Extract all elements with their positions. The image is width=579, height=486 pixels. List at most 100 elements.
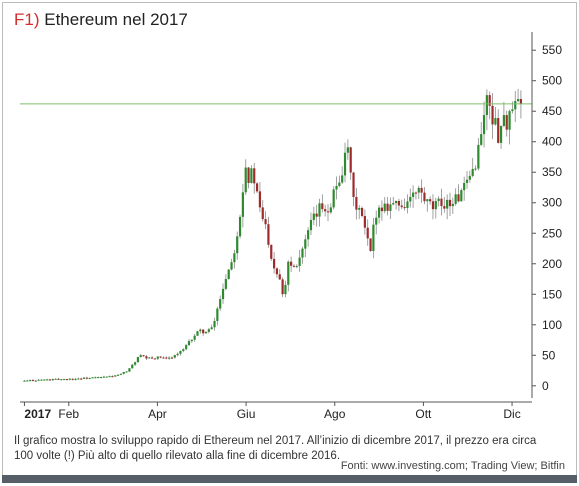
candle-body [491, 105, 494, 125]
candle-body [267, 224, 270, 245]
x-tick-label: Feb [58, 407, 79, 421]
candle-body [48, 379, 52, 381]
candle-body [377, 207, 381, 218]
candle-body [156, 356, 159, 359]
candle-body [43, 379, 46, 381]
candle-body [57, 378, 60, 380]
candle-body [122, 372, 125, 374]
candle-body [519, 98, 523, 104]
candle-body [420, 187, 423, 193]
candle-body [264, 219, 267, 225]
candle-body [315, 213, 318, 217]
candle-body [409, 196, 412, 202]
candle-body [165, 357, 168, 359]
candle-body [26, 380, 29, 382]
candle-body [423, 192, 426, 202]
candle-body [255, 183, 259, 192]
candle-body [514, 101, 517, 110]
candle-body [46, 379, 49, 381]
candle-body [253, 168, 256, 184]
candle-body [29, 380, 32, 382]
candle-body [360, 207, 364, 216]
chart-title: F1) Ethereum nel 2017 [14, 10, 188, 30]
candle-body [426, 199, 429, 202]
candle-body [97, 377, 100, 379]
y-tick-label: 450 [542, 104, 562, 118]
candle-body [272, 258, 276, 269]
candle-body [468, 175, 471, 180]
y-tick-label: 100 [542, 318, 562, 332]
candle-body [290, 261, 293, 266]
candle-body [349, 147, 352, 173]
candle-body [85, 377, 88, 379]
candle-body [488, 95, 491, 106]
candle-body [505, 115, 508, 130]
candle-body [99, 377, 103, 379]
chart-caption: Il grafico mostra lo sviluppo rapido di … [14, 435, 537, 462]
x-tick-label: Giu [237, 407, 256, 421]
candle-body [477, 144, 480, 169]
candle-body [363, 215, 366, 228]
candle-body [301, 248, 304, 258]
candle-body [224, 279, 227, 289]
candle-body [102, 376, 105, 378]
candle-body [451, 203, 454, 207]
candle-body [454, 194, 457, 204]
candle-body [485, 95, 488, 116]
candle-body [502, 115, 505, 126]
candle-body [204, 331, 208, 334]
candle-body [244, 167, 247, 193]
candle-body [219, 299, 222, 309]
candle-body [270, 244, 273, 259]
source-note: Fonti: www.investing.com; Trading View; … [340, 460, 565, 472]
y-tick-label: 300 [542, 196, 562, 210]
candle-body [278, 274, 281, 280]
candle-body [151, 357, 154, 359]
candle-body [105, 376, 108, 378]
candle-body [287, 261, 290, 285]
title-text: Ethereum nel 2017 [44, 10, 188, 29]
candle-body [494, 118, 497, 125]
candle-body [238, 216, 242, 237]
candle-body [321, 203, 324, 210]
candle-body [111, 376, 114, 378]
candle-body [23, 380, 26, 382]
y-tick-label: 150 [542, 287, 562, 301]
candle-body [440, 198, 443, 207]
candle-body [221, 288, 225, 300]
candle-body [125, 371, 128, 373]
candle-body [295, 266, 298, 268]
candle-body [366, 227, 369, 239]
candle-body [60, 379, 63, 381]
y-tick-label: 350 [542, 165, 562, 179]
candle-body [119, 373, 122, 375]
candle-body [170, 357, 174, 359]
candle-body [437, 198, 440, 202]
candle-body [471, 168, 474, 176]
y-tick-label: 500 [542, 74, 562, 88]
candle-body [443, 206, 446, 209]
candle-body [187, 341, 191, 346]
x-tick-label: Apr [148, 407, 167, 421]
candle-body [261, 207, 264, 220]
candle-body [145, 356, 148, 359]
candle-body [463, 182, 466, 191]
candle-body [335, 186, 338, 190]
candle-body [168, 357, 171, 359]
x-tick-label: Ago [324, 407, 346, 421]
candle-body [230, 262, 233, 270]
candle-body [355, 196, 358, 210]
candle-body [332, 189, 335, 208]
candle-body [91, 377, 94, 379]
candle-body [139, 355, 142, 358]
candle-body [511, 109, 514, 112]
candle-body [250, 168, 253, 184]
candle-body [343, 152, 347, 176]
candle-body [74, 378, 77, 380]
y-tick-label: 550 [542, 43, 562, 57]
candle-body [63, 379, 66, 381]
candle-body [460, 190, 463, 202]
candle-body [136, 357, 140, 363]
candle-body [179, 350, 182, 354]
y-tick-label: 50 [542, 348, 556, 362]
